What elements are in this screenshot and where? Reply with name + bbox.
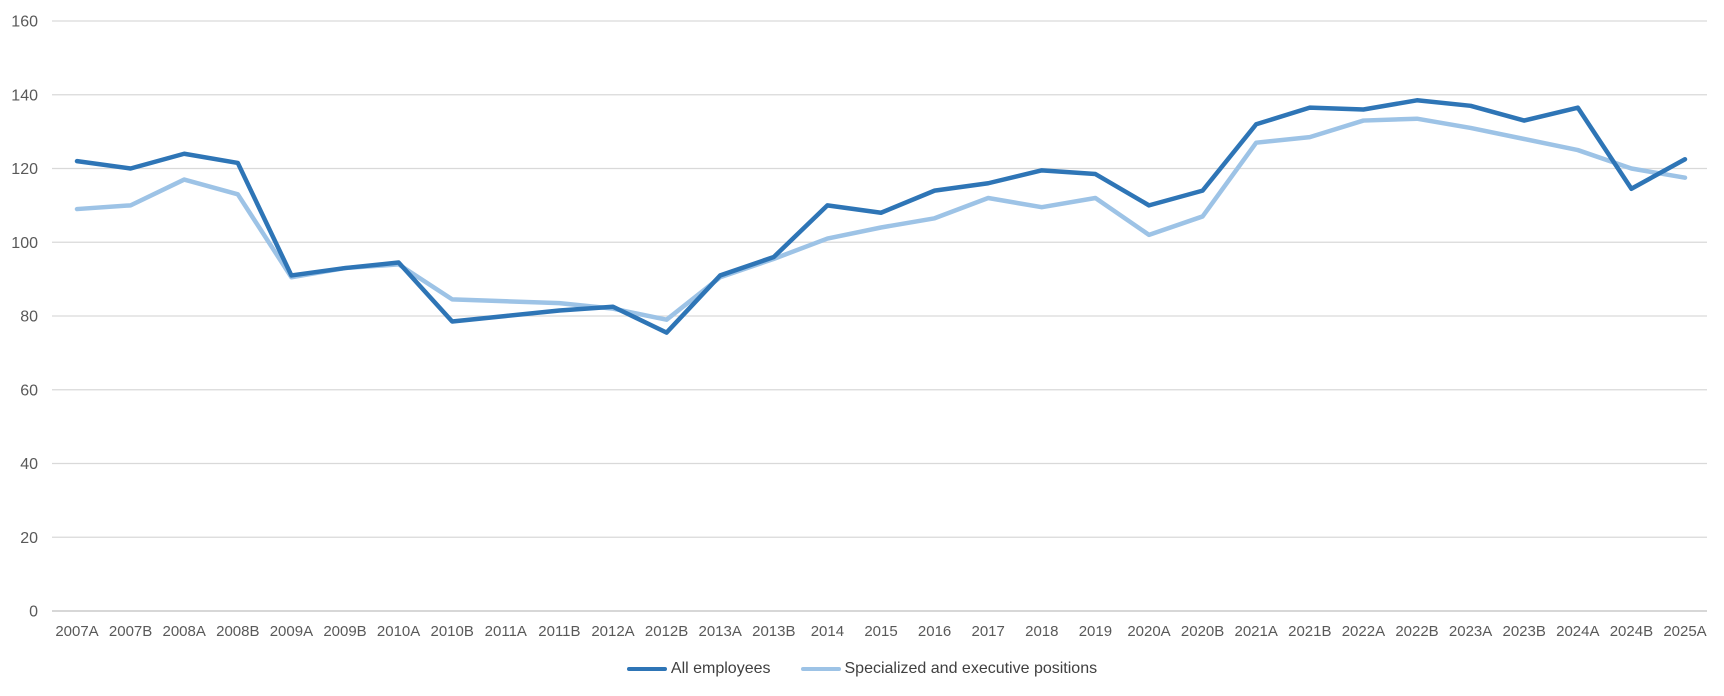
x-axis-tick-label: 2018 [1025,623,1058,640]
x-axis-tick-label: 2021A [1235,623,1278,640]
x-axis-tick-label: 2022B [1395,623,1438,640]
x-axis-tick-label: 2012B [645,623,688,640]
x-axis-tick-label: 2011B [538,623,580,640]
x-axis-tick-label: 2016 [918,623,951,640]
x-axis-tick-label: 2012A [591,623,634,640]
x-axis-tick-label: 2023A [1449,623,1492,640]
x-axis-tick-label: 2024A [1556,623,1599,640]
x-axis-tick-label: 2009B [323,623,366,640]
x-axis-tick-label: 2013B [752,623,795,640]
y-axis-tick-label: 0 [29,604,38,621]
legend-label-specialized-executive: Specialized and executive positions [844,660,1098,677]
chart-legend: All employees Specialized and executive … [0,655,1724,683]
y-axis-tick-label: 140 [11,87,38,104]
x-axis-tick-label: 2023B [1503,623,1546,640]
x-axis-tick-label: 2014 [811,623,844,640]
x-axis-tick-label: 2024B [1610,623,1653,640]
x-axis-tick-label: 2019 [1079,623,1112,640]
y-axis-tick-label: 100 [11,235,38,252]
x-axis-tick-label: 2008B [216,623,259,640]
x-axis-tick-label: 2022A [1342,623,1385,640]
x-axis-tick-label: 2010A [377,623,420,640]
series-line-all-employees [74,98,1688,335]
y-axis-tick-label: 20 [20,530,38,547]
y-axis-tick-label: 60 [20,382,38,399]
legend-label-all-employees: All employees [670,660,771,677]
y-axis-tick-label: 160 [11,14,38,31]
y-axis-tick-label: 120 [11,161,38,178]
x-axis-tick-label: 2020B [1181,623,1224,640]
legend-swatch-all-employees [626,666,667,672]
x-axis-tick-label: 2009A [270,623,313,640]
y-axis-tick-label: 80 [20,309,38,326]
legend-item-all-employees: All employees [626,660,771,678]
x-axis-tick-label: 2013A [699,623,742,640]
x-axis-tick-label: 2017 [972,623,1005,640]
x-axis-tick-label: 2021B [1288,623,1331,640]
x-axis-tick-label: 2011A [485,623,527,640]
x-axis-tick-label: 2020A [1127,623,1170,640]
legend-swatch-specialized-executive [800,666,841,672]
series-line-specialized-and-executive-positions [74,116,1688,322]
y-axis-tick-label: 40 [20,456,38,473]
x-axis-tick-label: 2008A [163,623,206,640]
x-axis-tick-label: 2025A [1663,623,1706,640]
x-axis-tick-label: 2010B [431,623,474,640]
legend-item-specialized-executive: Specialized and executive positions [800,660,1098,678]
x-axis-tick-label: 2007B [109,623,152,640]
x-axis-tick-label: 2015 [864,623,897,640]
x-axis-tick-label: 2007A [55,623,98,640]
